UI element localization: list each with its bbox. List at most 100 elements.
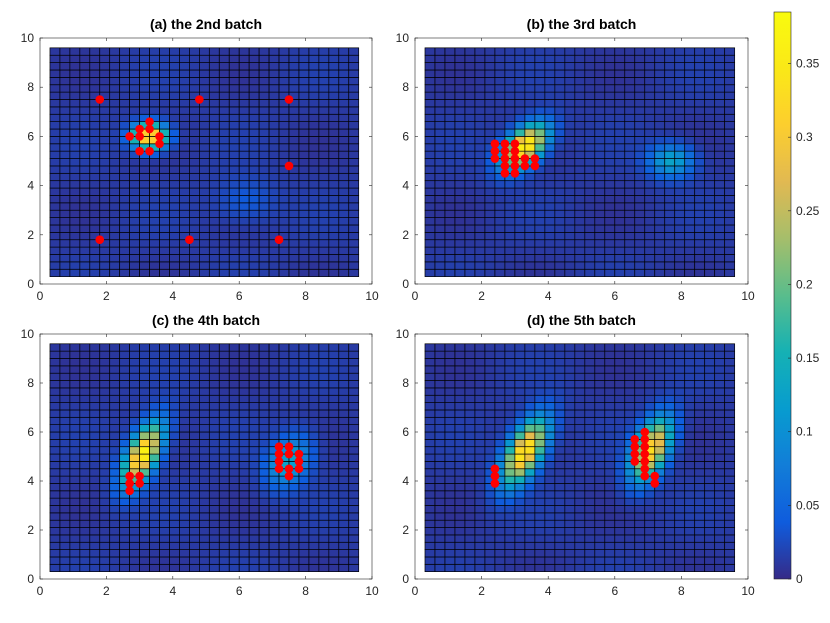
heatmap-cell bbox=[208, 475, 220, 484]
heatmap-cell bbox=[109, 483, 121, 492]
heatmap-cell bbox=[634, 534, 646, 543]
heatmap-cell bbox=[268, 106, 280, 115]
heatmap-cell bbox=[614, 350, 626, 359]
heatmap-cell bbox=[724, 468, 736, 477]
heatmap-cell bbox=[714, 483, 726, 492]
sample-points bbox=[490, 139, 540, 178]
heatmap-cell bbox=[454, 343, 466, 352]
heatmap-cell bbox=[684, 505, 696, 514]
heatmap-cell bbox=[714, 387, 726, 396]
heatmap-cell bbox=[474, 461, 486, 470]
heatmap-cell bbox=[564, 497, 576, 506]
heatmap-cell bbox=[318, 534, 330, 543]
heatmap-cell bbox=[49, 158, 61, 167]
heatmap-cell bbox=[484, 47, 496, 56]
heatmap-cell bbox=[504, 62, 516, 71]
heatmap-cell bbox=[79, 246, 91, 255]
heatmap-cell bbox=[724, 505, 736, 514]
heatmap-cell bbox=[149, 172, 160, 182]
heatmap-cell bbox=[684, 106, 696, 115]
heatmap-cell bbox=[714, 91, 726, 100]
heatmap-cell bbox=[704, 402, 716, 411]
heatmap-cell bbox=[674, 350, 686, 359]
heatmap-cell bbox=[594, 143, 606, 152]
heatmap-cell bbox=[594, 424, 606, 433]
heatmap-cell bbox=[584, 431, 596, 440]
heatmap-cell bbox=[544, 563, 556, 572]
heatmap-cell bbox=[288, 372, 300, 381]
heatmap-cell bbox=[298, 380, 310, 389]
heatmap-cell bbox=[109, 99, 121, 108]
heatmap-cell bbox=[604, 439, 616, 448]
heatmap-cell bbox=[268, 121, 280, 130]
colorbar-gradient bbox=[773, 11, 792, 580]
heatmap-cell bbox=[69, 187, 81, 196]
heatmap-cell bbox=[614, 209, 626, 218]
heatmap-cell bbox=[189, 497, 200, 506]
heatmap-cell bbox=[494, 402, 506, 411]
heatmap-cell bbox=[614, 402, 626, 411]
heatmap-cell bbox=[714, 165, 726, 174]
heatmap-cell bbox=[434, 231, 446, 241]
heatmap-cell bbox=[644, 217, 656, 226]
heatmap-cell bbox=[318, 77, 330, 86]
heatmap-cell bbox=[139, 254, 150, 263]
heatmap-cell bbox=[604, 91, 616, 100]
heatmap-cell bbox=[524, 84, 536, 93]
heatmap-cell bbox=[644, 261, 656, 270]
heatmap-cell bbox=[199, 358, 210, 367]
heatmap-cell bbox=[484, 106, 496, 115]
heatmap-cell bbox=[514, 409, 526, 418]
heatmap-cell bbox=[444, 365, 456, 374]
heatmap-cell bbox=[49, 350, 61, 359]
heatmap-cell bbox=[594, 187, 606, 196]
heatmap-cell bbox=[634, 54, 646, 63]
heatmap-cell bbox=[594, 62, 606, 71]
heatmap-cell bbox=[348, 180, 360, 189]
heatmap-cell bbox=[504, 365, 516, 374]
heatmap-cell bbox=[624, 409, 636, 418]
heatmap-cell bbox=[338, 563, 350, 572]
heatmap-cell bbox=[208, 505, 220, 514]
heatmap-cell bbox=[624, 254, 636, 263]
heatmap-cell bbox=[129, 527, 140, 536]
heatmap-cell bbox=[484, 268, 496, 277]
heatmap-cell bbox=[614, 143, 626, 152]
heatmap-cell bbox=[474, 350, 486, 359]
heatmap-cell bbox=[208, 497, 220, 506]
heatmap-cell bbox=[298, 519, 310, 528]
heatmap-cell bbox=[464, 409, 476, 418]
heatmap-cell bbox=[464, 202, 476, 211]
heatmap-cell bbox=[228, 505, 240, 514]
subplot-title: (b) the 3rd batch bbox=[527, 16, 637, 32]
heatmap-cell bbox=[614, 512, 626, 521]
heatmap-cell bbox=[89, 77, 101, 86]
heatmap-cell bbox=[644, 187, 656, 196]
heatmap-cell bbox=[724, 62, 736, 71]
heatmap-cell bbox=[278, 409, 290, 418]
heatmap-cell bbox=[139, 239, 150, 248]
heatmap-cell bbox=[228, 483, 240, 492]
heatmap-cell bbox=[59, 446, 71, 455]
heatmap-cell bbox=[258, 387, 270, 396]
heatmap-cell bbox=[129, 195, 140, 204]
heatmap-cell bbox=[129, 380, 140, 389]
heatmap-cell bbox=[238, 446, 250, 455]
heatmap-cell bbox=[129, 461, 140, 470]
heatmap-cell bbox=[674, 47, 686, 56]
heatmap-cell bbox=[434, 91, 446, 100]
heatmap-cell bbox=[49, 261, 61, 270]
heatmap-cell bbox=[504, 534, 516, 543]
heatmap-cell bbox=[624, 268, 636, 277]
heatmap-cell bbox=[169, 372, 180, 381]
heatmap-cell bbox=[338, 69, 350, 78]
heatmap-cell bbox=[149, 54, 160, 63]
heatmap-cell bbox=[298, 343, 310, 352]
heatmap-cell bbox=[424, 358, 436, 367]
heatmap-cell bbox=[584, 358, 596, 367]
heatmap-cell bbox=[79, 224, 91, 233]
heatmap-cell bbox=[554, 483, 566, 492]
heatmap-cell bbox=[119, 402, 130, 411]
heatmap-cell bbox=[684, 358, 696, 367]
heatmap-cell bbox=[614, 150, 626, 159]
